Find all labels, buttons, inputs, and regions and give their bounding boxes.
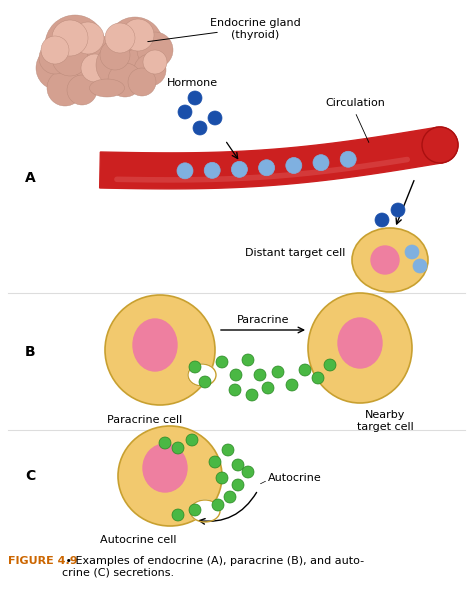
Circle shape [254, 369, 266, 381]
Circle shape [299, 364, 311, 376]
Circle shape [286, 379, 298, 391]
Text: Distant target cell: Distant target cell [245, 248, 345, 258]
Circle shape [246, 389, 258, 401]
Circle shape [177, 163, 193, 179]
Circle shape [128, 68, 156, 96]
Circle shape [45, 15, 105, 75]
Circle shape [77, 35, 117, 75]
Text: FIGURE 4.9: FIGURE 4.9 [8, 556, 78, 566]
Circle shape [39, 42, 71, 74]
Circle shape [172, 442, 184, 454]
Ellipse shape [89, 79, 124, 97]
Circle shape [272, 366, 284, 378]
Circle shape [204, 163, 220, 178]
Circle shape [67, 75, 97, 105]
Ellipse shape [118, 426, 222, 526]
Circle shape [186, 434, 198, 446]
Circle shape [172, 509, 184, 521]
Ellipse shape [133, 319, 177, 371]
Circle shape [413, 259, 427, 273]
Text: Paracrine: Paracrine [237, 315, 289, 325]
Circle shape [232, 459, 244, 471]
Circle shape [208, 111, 222, 125]
Circle shape [209, 456, 221, 468]
Circle shape [405, 245, 419, 259]
Circle shape [100, 40, 130, 70]
Text: Nearby
target cell: Nearby target cell [357, 410, 413, 432]
Circle shape [159, 437, 171, 449]
Circle shape [262, 382, 274, 394]
Circle shape [216, 356, 228, 368]
Text: C: C [25, 469, 35, 483]
Text: • Examples of endocrine (A), paracrine (B), and auto-
crine (C) secretions.: • Examples of endocrine (A), paracrine (… [62, 556, 364, 578]
Text: Autocrine cell: Autocrine cell [100, 535, 176, 545]
Ellipse shape [188, 364, 216, 386]
Circle shape [231, 161, 247, 178]
Circle shape [41, 36, 69, 64]
Text: Endocrine gland
(thyroid): Endocrine gland (thyroid) [210, 18, 300, 39]
Circle shape [232, 479, 244, 491]
Circle shape [120, 48, 160, 88]
Ellipse shape [352, 228, 428, 292]
Ellipse shape [190, 500, 220, 522]
Circle shape [212, 499, 224, 511]
Circle shape [122, 19, 154, 51]
Circle shape [340, 151, 356, 167]
Circle shape [105, 23, 135, 53]
Circle shape [286, 157, 302, 173]
Circle shape [72, 22, 104, 54]
Circle shape [324, 359, 336, 371]
Circle shape [224, 491, 236, 503]
Circle shape [81, 54, 109, 82]
Circle shape [52, 20, 88, 56]
Circle shape [107, 17, 163, 73]
Circle shape [189, 504, 201, 516]
Ellipse shape [143, 444, 187, 492]
Circle shape [259, 160, 275, 176]
Circle shape [60, 52, 100, 92]
Text: A: A [25, 171, 36, 185]
Circle shape [391, 203, 405, 217]
Circle shape [229, 384, 241, 396]
Circle shape [134, 54, 166, 86]
Text: Circulation: Circulation [325, 98, 385, 108]
Circle shape [188, 91, 202, 105]
Circle shape [199, 376, 211, 388]
Circle shape [52, 40, 88, 76]
Circle shape [313, 155, 329, 170]
Circle shape [36, 46, 80, 90]
Circle shape [189, 361, 201, 373]
Circle shape [312, 372, 324, 384]
Circle shape [222, 444, 234, 456]
Circle shape [108, 63, 142, 97]
Circle shape [216, 472, 228, 484]
Ellipse shape [338, 318, 382, 368]
Text: Autocrine: Autocrine [268, 473, 322, 483]
Circle shape [242, 354, 254, 366]
Circle shape [178, 105, 192, 119]
Circle shape [422, 127, 458, 163]
Circle shape [47, 70, 83, 106]
Circle shape [375, 213, 389, 227]
Circle shape [137, 32, 173, 68]
Text: B: B [25, 345, 35, 359]
Circle shape [96, 43, 140, 87]
Polygon shape [100, 127, 443, 189]
Circle shape [143, 50, 167, 74]
Text: Paracrine cell: Paracrine cell [107, 415, 183, 425]
Circle shape [230, 369, 242, 381]
Ellipse shape [371, 246, 399, 274]
Circle shape [193, 121, 207, 135]
Ellipse shape [105, 295, 215, 405]
Text: Hormone: Hormone [166, 78, 218, 88]
Circle shape [242, 466, 254, 478]
Ellipse shape [308, 293, 412, 403]
Circle shape [75, 58, 109, 92]
